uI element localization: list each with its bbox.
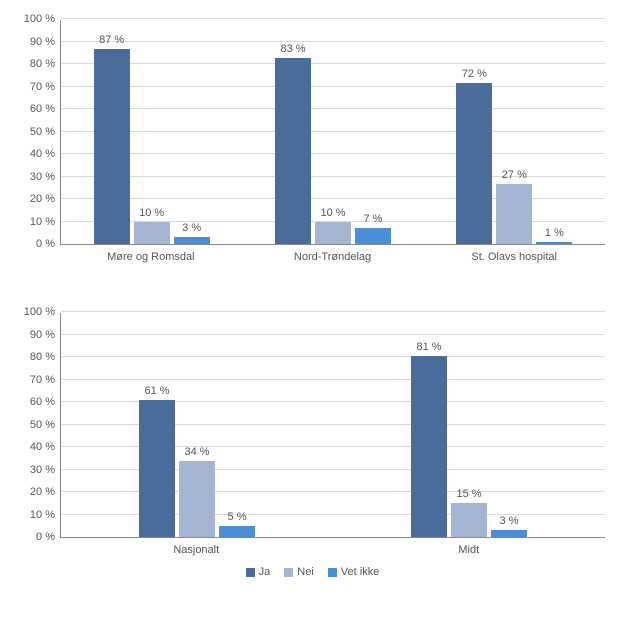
bar-value-label: 83 % [280,43,305,58]
bar-wrap: 3 % [174,20,210,244]
y-tick-label: 70 % [30,374,61,386]
bar-vetikke: 3 % [491,530,527,537]
bar-wrap: 72 % [456,20,492,244]
chart-top: 0 % 10 % 20 % 30 % 40 % 50 % 60 % 70 % 80 % 90 % 1… [10,20,615,263]
bars-row: 61 %34 %5 %81 %15 %3 % [61,313,605,537]
y-tick-label: 30 % [30,171,61,183]
bar-value-label: 15 % [456,488,481,503]
bar-ja: 83 % [275,58,311,244]
bar-value-label: 61 % [144,385,169,400]
legend-item-nei: Nei [284,566,314,578]
y-tick-label: 30 % [30,464,61,476]
bar-group: 83 %10 %7 % [242,20,423,244]
bar-wrap: 5 % [219,313,255,537]
legend-label: Ja [259,566,271,578]
y-tick-label: 0 % [36,238,61,250]
bar-group: 61 %34 %5 % [61,313,333,537]
bar-wrap: 61 % [139,313,175,537]
bar-ja: 87 % [94,49,130,244]
x-tick-label: Nord-Trøndelag [242,245,424,263]
bars-row: 87 %10 %3 %83 %10 %7 %72 %27 %1 % [61,20,605,244]
bar-value-label: 27 % [502,169,527,184]
y-tick-label: 40 % [30,148,61,160]
y-tick-label: 50 % [30,126,61,138]
bar-value-label: 3 % [182,222,201,237]
bar-wrap: 7 % [355,20,391,244]
y-tick-label: 100 % [24,13,61,25]
x-tick-label: Midt [333,538,606,556]
x-tick-label: Nasjonalt [60,538,333,556]
x-tick-label: Møre og Romsdal [60,245,242,263]
bar-ja: 72 % [456,83,492,244]
legend-swatch [246,568,255,577]
y-tick-label: 80 % [30,351,61,363]
y-tick-label: 20 % [30,486,61,498]
bar-wrap: 10 % [134,20,170,244]
bar-wrap: 87 % [94,20,130,244]
bar-wrap: 10 % [315,20,351,244]
legend-item-ja: Ja [246,566,271,578]
bar-value-label: 81 % [416,341,441,356]
bar-wrap: 3 % [491,313,527,537]
chart-bottom: 0 % 10 % 20 % 30 % 40 % 50 % 60 % 70 % 80 % 90 % 1… [10,313,615,578]
legend-swatch [328,568,337,577]
bar-value-label: 72 % [462,68,487,83]
legend-item-vetikke: Vet ikke [328,566,380,578]
y-tick-label: 10 % [30,509,61,521]
y-tick-label: 60 % [30,396,61,408]
bar-nei: 10 % [134,222,170,244]
y-tick-label: 90 % [30,36,61,48]
bar-wrap: 81 % [411,313,447,537]
bar-ja: 61 % [139,400,175,537]
y-tick-label: 0 % [36,531,61,543]
y-tick-label: 20 % [30,193,61,205]
bar-wrap: 1 % [536,20,572,244]
y-tick-label: 40 % [30,441,61,453]
legend-label: Vet ikke [341,566,380,578]
y-tick-label: 100 % [24,306,61,318]
gridline: 100 % [61,311,605,312]
bar-value-label: 34 % [184,446,209,461]
x-axis-labels: NasjonaltMidt [60,538,605,556]
bar-nei: 34 % [179,461,215,537]
bar-ja: 81 % [411,356,447,537]
truncated-legend [10,293,615,303]
bar-value-label: 87 % [99,34,124,49]
bar-group: 72 %27 %1 % [424,20,605,244]
x-axis-labels: Møre og RomsdalNord-TrøndelagSt. Olavs h… [60,245,605,263]
plot-area: 0 %10 %20 %30 %40 %50 %60 %70 %80 %90 %1… [60,313,605,538]
y-tick-label: 50 % [30,419,61,431]
bar-vetikke: 5 % [219,526,255,537]
bar-value-label: 10 % [139,207,164,222]
y-tick-label: 60 % [30,103,61,115]
y-tick-label: 70 % [30,81,61,93]
bar-value-label: 1 % [545,227,564,242]
bar-group: 87 %10 %3 % [61,20,242,244]
bar-value-label: 3 % [500,515,519,530]
bar-value-label: 10 % [320,207,345,222]
plot-area: 0 %10 %20 %30 %40 %50 %60 %70 %80 %90 %1… [60,20,605,245]
bar-vetikke: 3 % [174,237,210,244]
bar-wrap: 83 % [275,20,311,244]
y-tick-label: 90 % [30,329,61,341]
x-tick-label: St. Olavs hospital [423,245,605,263]
bar-group: 81 %15 %3 % [333,313,605,537]
bar-value-label: 5 % [228,511,247,526]
bar-nei: 15 % [451,503,487,537]
gridline: 100 % [61,18,605,19]
y-tick-label: 80 % [30,58,61,70]
legend: Ja Nei Vet ikke [10,566,615,578]
legend-label: Nei [297,566,314,578]
bar-vetikke: 1 % [536,242,572,244]
bar-wrap: 15 % [451,313,487,537]
bar-wrap: 27 % [496,20,532,244]
legend-swatch [284,568,293,577]
bar-value-label: 7 % [364,213,383,228]
bar-nei: 10 % [315,222,351,244]
bar-nei: 27 % [496,184,532,244]
y-tick-label: 10 % [30,216,61,228]
bar-wrap: 34 % [179,313,215,537]
bar-vetikke: 7 % [355,228,391,244]
